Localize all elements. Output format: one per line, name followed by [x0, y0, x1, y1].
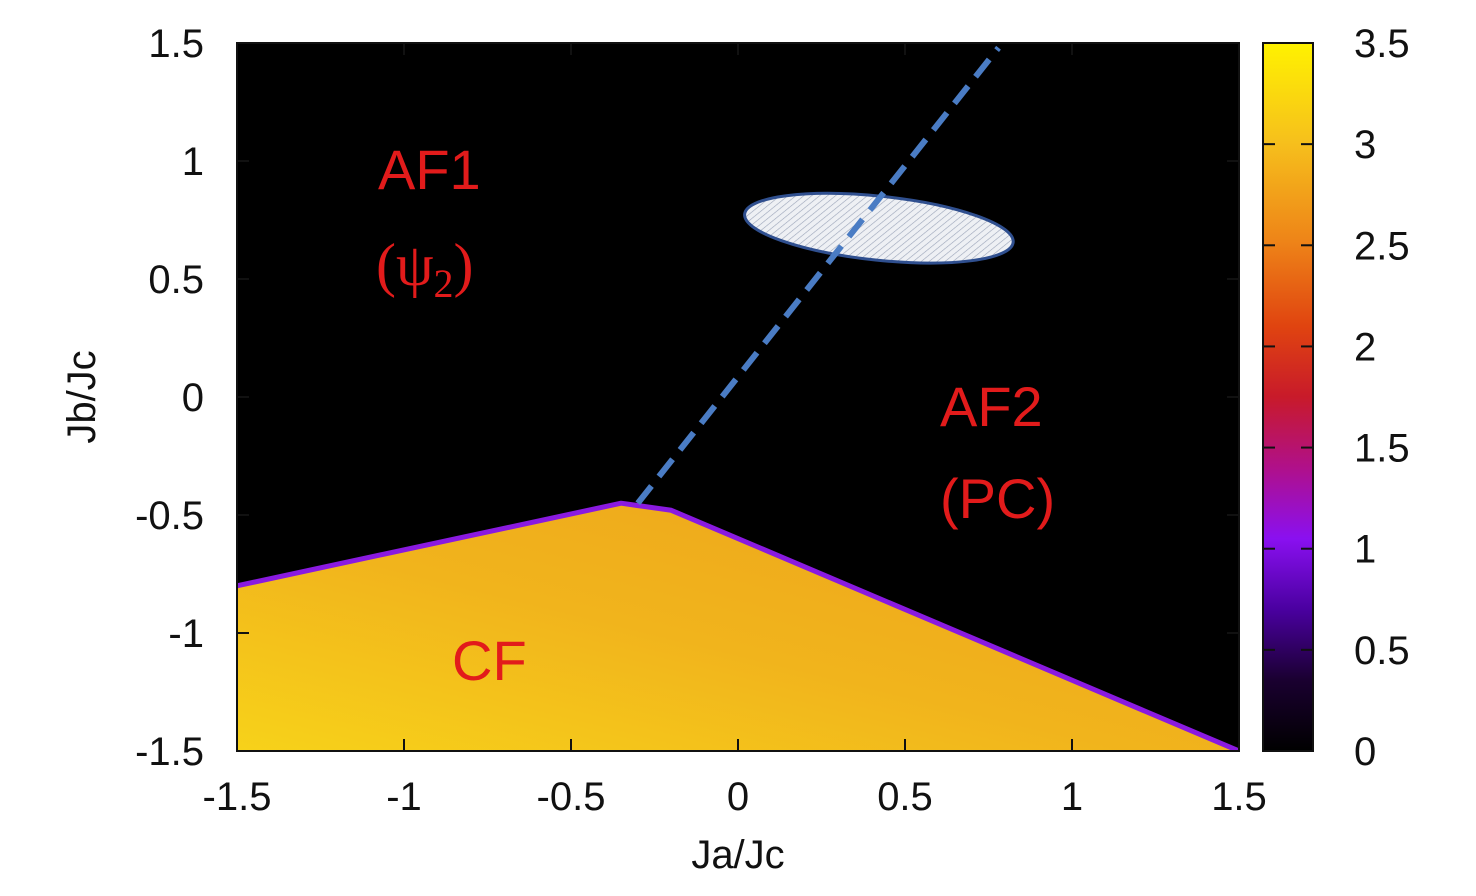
colorbar-tick-label: 2: [1354, 325, 1376, 369]
colorbar-axis: 3.5 3 2.5 2 1.5 1 0.5 0: [1263, 22, 1410, 774]
colorbar-tick-label: 2.5: [1354, 224, 1410, 268]
x-tick-label: 0: [727, 775, 749, 819]
x-tick-label: 0.5: [877, 775, 933, 819]
region-label-cf: CF: [452, 629, 527, 692]
af1-order-index: 2: [434, 261, 454, 306]
y-tick-label: 1: [182, 140, 204, 184]
colorbar-tick-label: 0: [1354, 730, 1376, 774]
colorbar-tick-label: 1.5: [1354, 427, 1410, 471]
colorbar-tick-label: 0.5: [1354, 629, 1410, 673]
x-tick-label: -0.5: [537, 775, 606, 819]
y-tick-label: 0.5: [148, 258, 204, 302]
y-tick-label: -0.5: [135, 494, 204, 538]
region-label-af2-order: (PC): [940, 467, 1055, 530]
x-axis: -1.5 -1 -0.5 0 0.5 1 1.5: [203, 43, 1267, 819]
colorbar-tick-label: 3.5: [1354, 22, 1410, 66]
af1-order-open: (ψ: [376, 232, 434, 298]
y-tick-label: -1.5: [135, 730, 204, 774]
x-tick-label: 1: [1061, 775, 1083, 819]
region-label-af1: AF1: [378, 138, 481, 201]
x-tick-label: -1.5: [203, 775, 272, 819]
colorbar: [1262, 42, 1314, 752]
region-label-af2: AF2: [940, 375, 1043, 438]
y-axis: 1.5 1 0.5 0 -0.5 -1 -1.5: [135, 22, 1239, 774]
y-tick-label: -1: [168, 612, 204, 656]
x-axis-title: Ja/Jc: [691, 833, 784, 877]
colorbar-tick-label: 3: [1354, 123, 1376, 167]
cf-region: [237, 503, 1239, 751]
region-label-af1-order: (ψ2): [376, 232, 474, 306]
y-tick-label: 1.5: [148, 22, 204, 66]
y-tick-label: 0: [182, 376, 204, 420]
af1-order-close: ): [454, 232, 474, 298]
x-tick-label: 1.5: [1211, 775, 1267, 819]
y-axis-title: Jb/Jc: [60, 350, 104, 443]
colorbar-tick-label: 1: [1354, 528, 1376, 572]
x-tick-label: -1: [386, 775, 422, 819]
phase-boundary: [237, 500, 1239, 751]
phase-boundary-dashed-line: [635, 45, 1001, 506]
